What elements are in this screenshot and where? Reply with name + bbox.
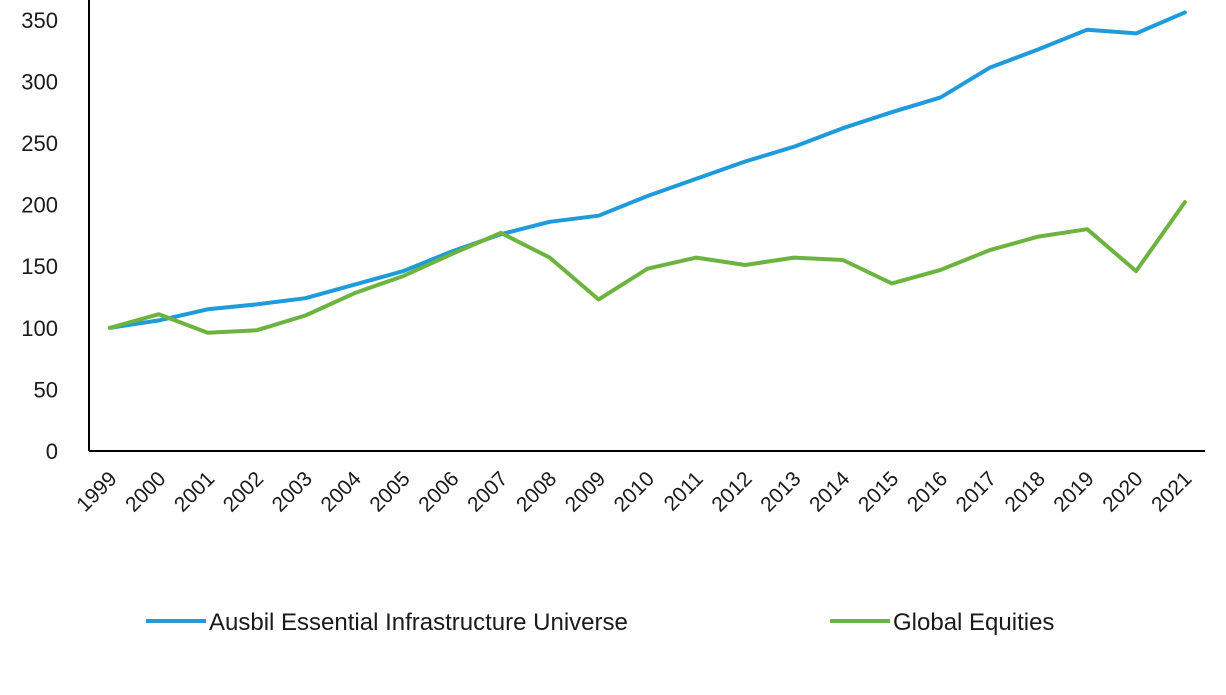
- chart-legend: Ausbil Essential Infrastructure Universe…: [146, 609, 1054, 636]
- x-tick-label: 2010: [610, 467, 659, 516]
- y-tick-label: 100: [21, 316, 58, 341]
- x-tick-label: 2006: [414, 467, 463, 516]
- x-tick-label: 2001: [170, 467, 219, 516]
- x-tick-label: 2016: [903, 467, 952, 516]
- x-tick-label: 2015: [854, 467, 903, 516]
- x-tick-label: 2019: [1049, 467, 1098, 516]
- x-tick-label: 2013: [756, 467, 805, 516]
- x-tick-label: 2020: [1098, 467, 1147, 516]
- x-tick-label: 2000: [121, 467, 170, 516]
- x-tick-label: 2014: [805, 467, 855, 517]
- x-tick-label: 2004: [317, 467, 367, 517]
- legend-label: Ausbil Essential Infrastructure Universe: [209, 609, 628, 636]
- y-tick-label: 250: [21, 131, 58, 156]
- y-tick-label: 200: [21, 193, 58, 218]
- x-tick-label: 2021: [1147, 467, 1196, 516]
- y-axis-ticks: 0 50 100 150 200 250 300 350: [21, 8, 58, 464]
- x-tick-label: 2017: [952, 467, 1001, 516]
- y-tick-label: 50: [34, 377, 58, 402]
- x-tick-label: 2011: [660, 467, 708, 515]
- x-tick-label: 2002: [219, 467, 268, 516]
- series-line-global-equities: [110, 202, 1185, 333]
- x-tick-label: 2018: [1001, 467, 1050, 516]
- x-tick-label: 2009: [561, 467, 610, 516]
- chart-axes: [89, 0, 1205, 451]
- x-tick-label: 2005: [365, 467, 414, 516]
- series-lines: [110, 12, 1185, 333]
- y-tick-label: 150: [21, 254, 58, 279]
- y-tick-label: 350: [21, 8, 58, 33]
- x-tick-label: 2008: [512, 467, 561, 516]
- legend-label: Global Equities: [893, 609, 1054, 636]
- series-line-infrastructure: [110, 12, 1185, 327]
- x-tick-label: 2012: [707, 467, 756, 516]
- x-tick-label: 2007: [463, 467, 512, 516]
- y-tick-label: 300: [21, 69, 58, 94]
- x-tick-label: 1999: [72, 467, 121, 516]
- x-tick-label: 2003: [268, 467, 317, 516]
- y-tick-label: 0: [46, 439, 58, 464]
